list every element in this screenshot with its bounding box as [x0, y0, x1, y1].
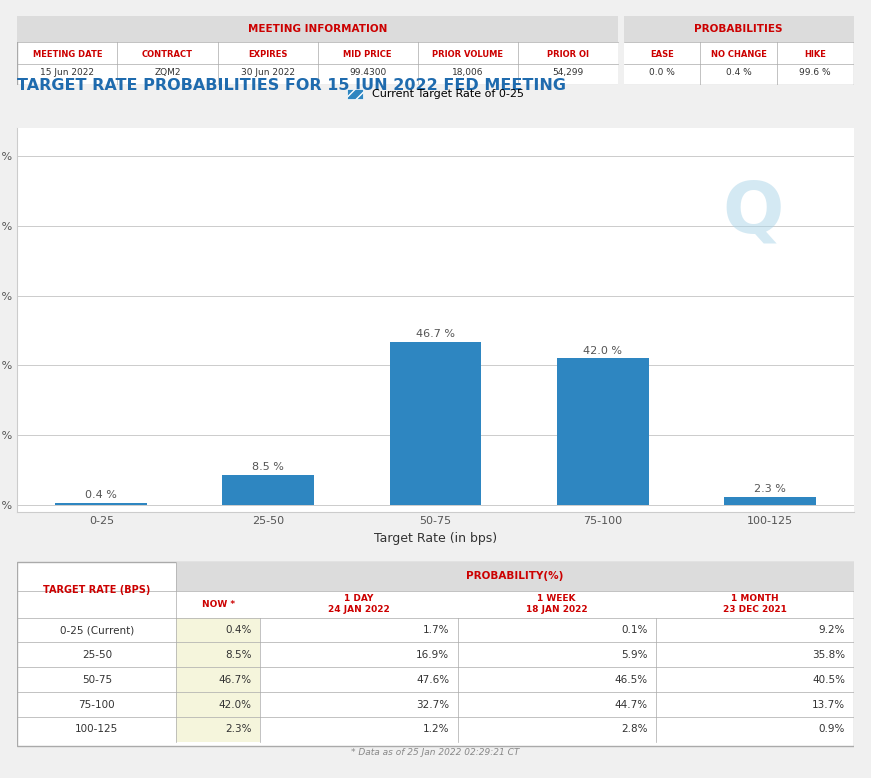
Text: HIKE: HIKE	[804, 50, 827, 58]
Text: 0.4%: 0.4%	[226, 625, 252, 635]
Text: 1 MONTH
23 DEC 2021: 1 MONTH 23 DEC 2021	[723, 594, 787, 614]
Text: 54,299: 54,299	[552, 68, 584, 77]
Text: MID PRICE: MID PRICE	[343, 50, 392, 58]
Text: 25-50: 25-50	[82, 650, 111, 660]
Text: 42.0%: 42.0%	[219, 699, 252, 710]
Text: PRIOR OI: PRIOR OI	[547, 50, 589, 58]
Text: 30 Jun 2022: 30 Jun 2022	[240, 68, 294, 77]
Text: NO CHANGE: NO CHANGE	[711, 50, 766, 58]
FancyBboxPatch shape	[176, 692, 260, 717]
Bar	[724, 496, 815, 505]
FancyBboxPatch shape	[176, 717, 260, 741]
Text: EASE: EASE	[650, 50, 674, 58]
Text: TARGET RATE (BPS): TARGET RATE (BPS)	[44, 585, 151, 594]
FancyBboxPatch shape	[624, 16, 854, 42]
Text: PRIOR VOLUME: PRIOR VOLUME	[432, 50, 503, 58]
FancyBboxPatch shape	[176, 618, 260, 643]
Text: PROBABILITIES: PROBABILITIES	[694, 23, 783, 33]
Text: 32.7%: 32.7%	[416, 699, 449, 710]
Text: 46.7 %: 46.7 %	[416, 329, 455, 339]
Text: TARGET RATE PROBABILITIES FOR 15 JUN 2022 FED MEETING: TARGET RATE PROBABILITIES FOR 15 JUN 202…	[17, 78, 566, 93]
Text: 8.5 %: 8.5 %	[253, 462, 284, 472]
Text: 0.4 %: 0.4 %	[726, 68, 752, 77]
Text: 42.0 %: 42.0 %	[583, 345, 622, 356]
Legend: Current Target Rate of 0-25: Current Target Rate of 0-25	[342, 84, 529, 104]
Text: 1 DAY
24 JAN 2022: 1 DAY 24 JAN 2022	[328, 594, 389, 614]
Text: 18,006: 18,006	[452, 68, 483, 77]
Text: 1.2%: 1.2%	[423, 724, 449, 734]
Text: 1 WEEK
18 JAN 2022: 1 WEEK 18 JAN 2022	[526, 594, 588, 614]
Text: 2.3 %: 2.3 %	[753, 484, 786, 494]
FancyBboxPatch shape	[176, 643, 260, 668]
Text: 100-125: 100-125	[75, 724, 118, 734]
Bar	[222, 475, 314, 505]
FancyBboxPatch shape	[176, 562, 854, 591]
Text: NOW *: NOW *	[201, 600, 234, 608]
Text: MEETING DATE: MEETING DATE	[33, 50, 102, 58]
Text: 2.8%: 2.8%	[621, 724, 647, 734]
FancyBboxPatch shape	[17, 16, 618, 42]
Text: 50-75: 50-75	[82, 675, 111, 685]
FancyBboxPatch shape	[17, 16, 854, 85]
Text: 13.7%: 13.7%	[812, 699, 845, 710]
Bar	[557, 359, 649, 505]
FancyBboxPatch shape	[17, 562, 854, 746]
Text: 15 Jun 2022: 15 Jun 2022	[40, 68, 94, 77]
Text: 99.6 %: 99.6 %	[800, 68, 831, 77]
Text: 0.1%: 0.1%	[621, 625, 647, 635]
Text: EXPIRES: EXPIRES	[248, 50, 287, 58]
Text: 35.8%: 35.8%	[812, 650, 845, 660]
FancyBboxPatch shape	[176, 668, 260, 692]
Text: CONTRACT: CONTRACT	[142, 50, 193, 58]
X-axis label: Target Rate (in bps): Target Rate (in bps)	[374, 532, 497, 545]
Text: PROBABILITY(%): PROBABILITY(%)	[466, 571, 564, 581]
Text: 1.7%: 1.7%	[423, 625, 449, 635]
Text: 0.4 %: 0.4 %	[85, 490, 118, 500]
Text: 99.4300: 99.4300	[349, 68, 386, 77]
Text: 75-100: 75-100	[78, 699, 115, 710]
Text: 9.2%: 9.2%	[819, 625, 845, 635]
Text: 46.7%: 46.7%	[219, 675, 252, 685]
Text: 40.5%: 40.5%	[813, 675, 845, 685]
Bar	[389, 342, 482, 505]
Text: Q: Q	[723, 178, 784, 247]
Bar	[56, 503, 147, 505]
Text: 44.7%: 44.7%	[614, 699, 647, 710]
Text: MEETING INFORMATION: MEETING INFORMATION	[248, 23, 388, 33]
Text: * Data as of 25 Jan 2022 02:29:21 CT: * Data as of 25 Jan 2022 02:29:21 CT	[351, 748, 520, 756]
Text: 0-25 (Current): 0-25 (Current)	[60, 625, 134, 635]
Text: 16.9%: 16.9%	[416, 650, 449, 660]
Text: 5.9%: 5.9%	[621, 650, 647, 660]
Text: 0.9%: 0.9%	[819, 724, 845, 734]
FancyBboxPatch shape	[618, 16, 624, 85]
Text: 2.3%: 2.3%	[225, 724, 252, 734]
Text: ZQM2: ZQM2	[154, 68, 181, 77]
Text: 8.5%: 8.5%	[225, 650, 252, 660]
Text: 47.6%: 47.6%	[416, 675, 449, 685]
Text: 0.0 %: 0.0 %	[649, 68, 675, 77]
Text: 46.5%: 46.5%	[614, 675, 647, 685]
